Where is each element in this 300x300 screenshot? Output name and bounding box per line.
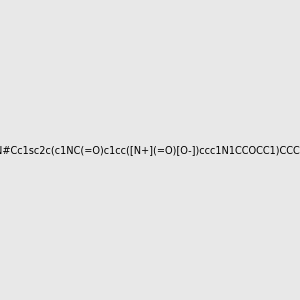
Text: N#Cc1sc2c(c1NC(=O)c1cc([N+](=O)[O-])ccc1N1CCOCC1)CCC2: N#Cc1sc2c(c1NC(=O)c1cc([N+](=O)[O-])ccc1… bbox=[0, 145, 300, 155]
